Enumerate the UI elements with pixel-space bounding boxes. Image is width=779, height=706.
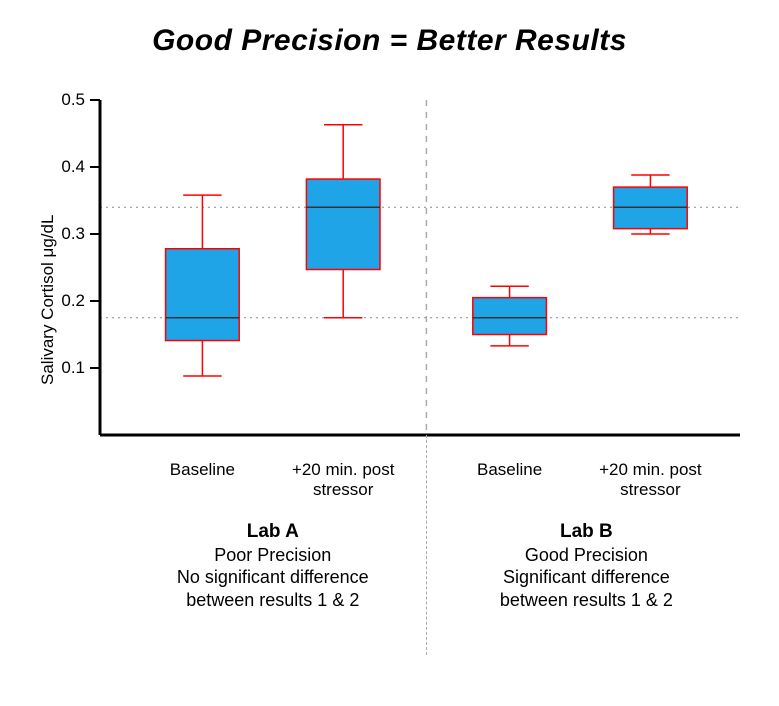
category-label: +20 min. post stressor xyxy=(570,460,730,501)
y-tick-label: 0.1 xyxy=(45,358,85,378)
box xyxy=(473,298,547,335)
category-label: Baseline xyxy=(122,460,282,480)
chart-page: Good Precision = Better Results Salivary… xyxy=(0,0,779,706)
y-tick-label: 0.5 xyxy=(45,90,85,110)
y-tick-label: 0.3 xyxy=(45,224,85,244)
y-tick-label: 0.4 xyxy=(45,157,85,177)
chart-title: Good Precision = Better Results xyxy=(0,24,779,58)
group-desc-line: No significant difference xyxy=(123,566,423,589)
y-tick-label: 0.2 xyxy=(45,291,85,311)
group-separator-line xyxy=(426,435,427,655)
group-desc-line: Poor Precision xyxy=(123,544,423,567)
group-desc-line: between results 1 & 2 xyxy=(123,589,423,612)
group-title: Lab A xyxy=(123,520,423,544)
group-desc-line: Significant difference xyxy=(436,566,736,589)
box xyxy=(306,179,380,269)
group-desc-line: between results 1 & 2 xyxy=(436,589,736,612)
group-desc-line: Good Precision xyxy=(436,544,736,567)
group-label: Lab BGood PrecisionSignificant differenc… xyxy=(436,520,736,611)
box xyxy=(166,249,240,341)
group-title: Lab B xyxy=(436,520,736,544)
category-label: Baseline xyxy=(430,460,590,480)
category-label: +20 min. post stressor xyxy=(263,460,423,501)
group-label: Lab APoor PrecisionNo significant differ… xyxy=(123,520,423,611)
boxplot-svg xyxy=(100,100,740,435)
